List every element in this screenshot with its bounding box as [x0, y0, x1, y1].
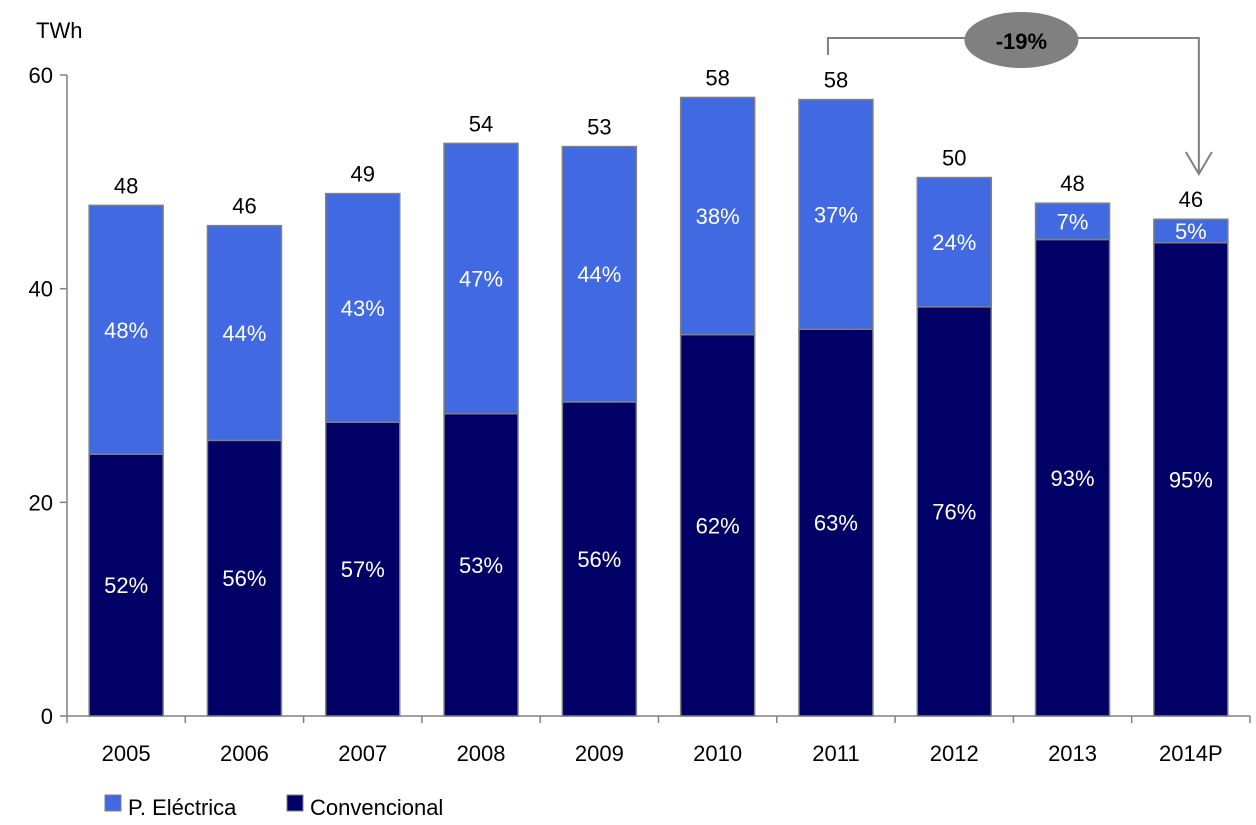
x-tick-label: 2005 [102, 741, 151, 766]
bar-segment-p-el-ctrica [325, 192, 401, 423]
segment-percent-label: 38% [696, 204, 740, 229]
y-tick-label: 20 [29, 490, 53, 515]
y-tick-label: 0 [41, 704, 53, 729]
bar-total-label: 48 [1060, 171, 1084, 196]
bar-total-label: 54 [469, 111, 493, 136]
segment-percent-label: 44% [222, 321, 266, 346]
segment-percent-label: 48% [104, 318, 148, 343]
bar-total-label: 53 [587, 115, 611, 140]
bar-segment-convencional [325, 421, 401, 717]
annotation-text: -19% [996, 29, 1047, 54]
bar-total-label: 50 [942, 146, 966, 171]
x-tick-label: 2014P [1159, 741, 1223, 766]
segment-percent-label: 93% [1051, 466, 1095, 491]
bar-segment-p-el-ctrica [1153, 218, 1229, 244]
x-tick-label: 2012 [930, 741, 979, 766]
x-tick-label: 2008 [457, 741, 506, 766]
bar-segment-p-el-ctrica [916, 176, 992, 308]
bar-segment-p-el-ctrica [561, 145, 638, 403]
x-tick-label: 2011 [812, 741, 859, 766]
segment-percent-label: 43% [341, 296, 385, 321]
bar-segment-p-el-ctrica [88, 204, 164, 456]
bar-segment-convencional [88, 453, 164, 717]
bar-total-label: 49 [351, 162, 375, 187]
legend-label: Convencional [310, 795, 443, 820]
y-unit-label: TWh [36, 18, 82, 43]
bars: 52% 48% 48 56% 44% 46 57% 43% 49 53% 47% 54 56% 44% 53… [88, 65, 1229, 717]
segment-percent-label: 7% [1057, 209, 1089, 234]
y-tick-label: 60 [29, 63, 53, 88]
segment-percent-label: 53% [459, 553, 503, 578]
bar-segment-convencional [798, 328, 874, 717]
x-tick-label: 2007 [338, 741, 387, 766]
segment-percent-label: 63% [814, 511, 858, 536]
bar-segment-p-el-ctrica [443, 142, 519, 415]
segment-percent-label: 37% [814, 202, 858, 227]
bar-segment-p-el-ctrica [206, 224, 283, 442]
y-tick-label: 40 [29, 277, 53, 302]
bar-total-label: 58 [705, 65, 729, 90]
bar-segment-p-el-ctrica [798, 98, 874, 331]
x-tick-label: 2009 [575, 741, 624, 766]
bar-segment-p-el-ctrica [1034, 202, 1111, 241]
annotation-arrowhead [1184, 151, 1213, 176]
legend-swatch [104, 794, 122, 812]
bar-total-label: 46 [232, 194, 256, 219]
segment-percent-label: 76% [932, 499, 976, 524]
legend-label: P. Eléctrica [128, 795, 237, 820]
segment-percent-label: 62% [696, 513, 740, 538]
segment-percent-label: 47% [459, 267, 503, 292]
bar-segment-convencional [561, 401, 638, 717]
bar-total-label: 46 [1179, 187, 1203, 212]
segment-percent-label: 56% [222, 566, 266, 591]
legend: P. Eléctrica Convencional [104, 794, 443, 820]
change-annotation: -19% [826, 12, 1213, 176]
segment-percent-label: 5% [1175, 219, 1207, 244]
segment-percent-label: 95% [1169, 467, 1213, 492]
segment-percent-label: 56% [577, 547, 621, 572]
segment-percent-label: 44% [577, 262, 621, 287]
bar-segment-p-el-ctrica [679, 96, 756, 336]
segment-percent-label: 57% [341, 557, 385, 582]
axes: 0 20 40 60 2005 2006 2007 2008 2009 2010 2011 2012 2… [29, 63, 1251, 766]
segment-percent-label: 52% [104, 573, 148, 598]
x-tick-label: 2010 [693, 741, 742, 766]
bar-total-label: 58 [824, 68, 848, 93]
x-tick-label: 2013 [1048, 741, 1097, 766]
bar-segment-convencional [1034, 238, 1111, 717]
annotation-badge [964, 12, 1079, 68]
bar-segment-convencional [1153, 241, 1229, 717]
bar-segment-convencional [916, 306, 992, 717]
legend-swatch [286, 794, 304, 812]
x-tick-label: 2006 [220, 741, 269, 766]
bar-segment-convencional [679, 333, 756, 717]
bar-total-label: 48 [114, 173, 138, 198]
segment-percent-label: 24% [932, 230, 976, 255]
